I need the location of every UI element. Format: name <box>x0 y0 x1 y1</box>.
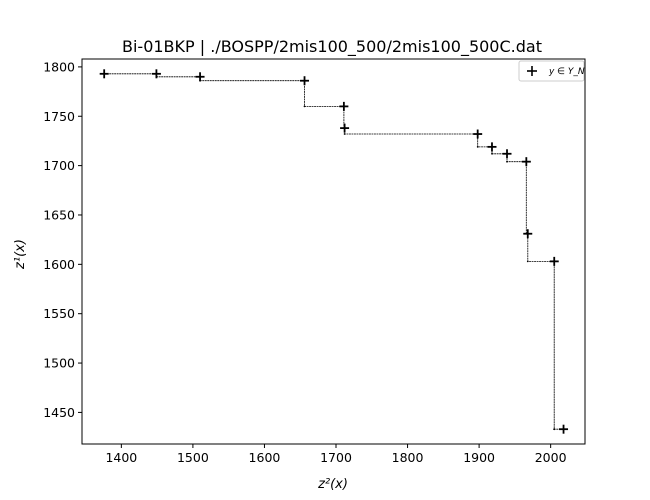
legend: y ∈ Y_N <box>518 60 585 82</box>
data-point <box>549 256 559 266</box>
x-tick-label: 1700 <box>320 450 352 465</box>
y-tick-label: 1550 <box>43 306 75 321</box>
corner-point <box>506 160 508 163</box>
legend-marker <box>527 66 537 76</box>
corner-point <box>303 105 306 108</box>
data-point <box>339 101 349 111</box>
x-tick-label: 2000 <box>535 450 567 465</box>
corner-point <box>553 428 556 431</box>
data-point <box>300 76 310 86</box>
data-point <box>99 69 109 79</box>
x-tick-label: 1600 <box>249 450 281 465</box>
x-tick-label: 1800 <box>392 450 424 465</box>
data-point <box>473 129 483 139</box>
y-tick-label: 1650 <box>43 207 75 222</box>
data-point <box>523 229 533 239</box>
data-point <box>340 123 350 133</box>
data-point <box>521 157 531 167</box>
plot-area <box>99 69 569 434</box>
data-point <box>502 149 512 159</box>
legend-box <box>518 60 585 82</box>
plot-frame <box>81 58 586 445</box>
corner-point <box>491 152 493 155</box>
staircase-path <box>104 73 564 430</box>
x-tick-label: 1900 <box>463 450 495 465</box>
y-tick-label: 1600 <box>43 257 75 272</box>
chart-title: Bi-01BKP | ./BOSPP/2mis100_500/2mis100_5… <box>122 37 542 57</box>
corner-point <box>526 260 529 263</box>
y-tick-label: 1450 <box>43 405 75 420</box>
data-point <box>559 424 569 434</box>
y-tick-label: 1700 <box>43 158 75 173</box>
data-point <box>487 142 497 152</box>
y-tick-label: 1750 <box>43 109 75 124</box>
y-axis-label: z¹(x) <box>13 239 28 270</box>
axes: 1400 1500 1600 1700 1800 1900 2000 1450 1500 1550… <box>43 58 586 465</box>
corner-point <box>476 146 479 148</box>
y-tick-label: 1500 <box>43 356 75 371</box>
x-tick-label: 1500 <box>177 450 209 465</box>
legend-label: y ∈ Y_N <box>548 67 585 77</box>
x-axis-label: z²(x) <box>317 477 348 492</box>
x-tick-label: 1400 <box>105 450 137 465</box>
corner-point <box>343 133 346 135</box>
data-point <box>151 69 161 79</box>
data-point <box>195 72 205 82</box>
y-tick-label: 1800 <box>43 59 75 74</box>
